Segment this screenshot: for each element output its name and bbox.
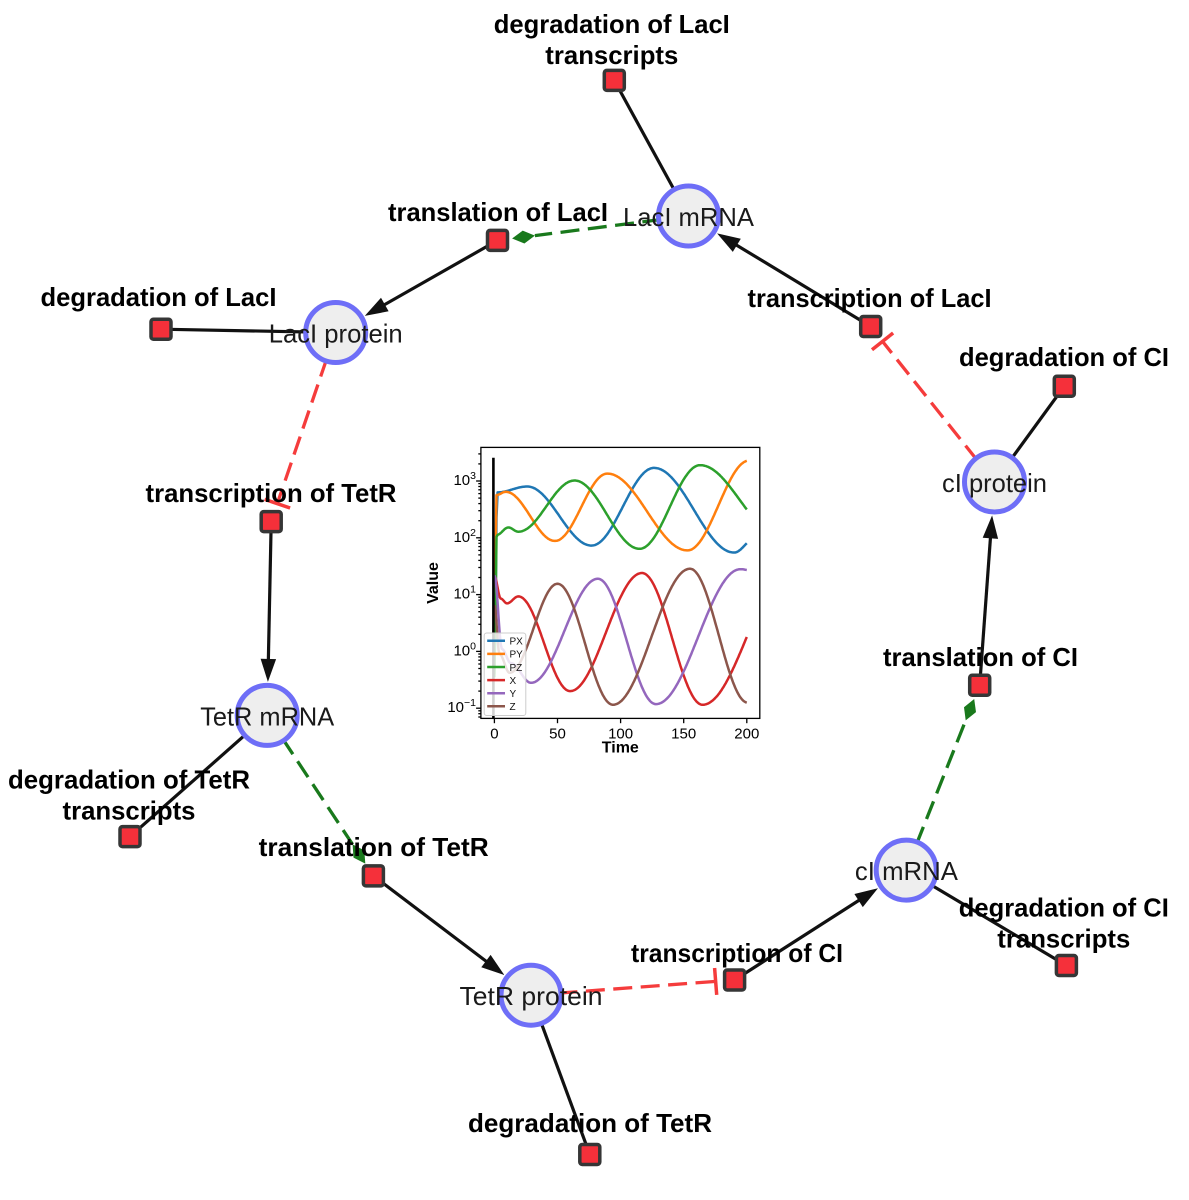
- svg-text:PZ: PZ: [510, 663, 523, 674]
- svg-text:PX: PX: [510, 637, 524, 648]
- svg-text:translation of LacI: translation of LacI: [388, 197, 608, 227]
- svg-text:transcription of LacI: transcription of LacI: [748, 283, 992, 313]
- svg-text:degradation of CI: degradation of CI: [959, 893, 1169, 923]
- svg-text:degradation of CI: degradation of CI: [959, 342, 1169, 372]
- svg-text:degradation of TetR: degradation of TetR: [8, 765, 250, 795]
- svg-text:Value: Value: [425, 562, 442, 604]
- svg-text:50: 50: [549, 726, 566, 743]
- svg-text:cI mRNA: cI mRNA: [855, 856, 959, 886]
- svg-text:transcripts: transcripts: [997, 924, 1130, 954]
- svg-text:0: 0: [490, 726, 498, 743]
- svg-text:PY: PY: [510, 650, 524, 661]
- svg-text:TetR mRNA: TetR mRNA: [200, 701, 335, 731]
- svg-text:LacI mRNA: LacI mRNA: [623, 202, 755, 232]
- svg-text:transcripts: transcripts: [63, 796, 196, 826]
- svg-text:translation of CI: translation of CI: [883, 642, 1078, 672]
- svg-text:transcription of TetR: transcription of TetR: [146, 478, 397, 508]
- svg-text:transcripts: transcripts: [545, 40, 678, 70]
- svg-text:translation of TetR: translation of TetR: [259, 832, 489, 862]
- svg-text:TetR protein: TetR protein: [460, 981, 603, 1011]
- svg-text:150: 150: [671, 726, 696, 743]
- svg-text:100: 100: [608, 726, 633, 743]
- svg-text:Y: Y: [510, 689, 517, 700]
- svg-text:degradation of TetR: degradation of TetR: [468, 1108, 712, 1138]
- svg-text:degradation of LacI: degradation of LacI: [494, 9, 730, 39]
- svg-text:200: 200: [734, 726, 759, 743]
- svg-text:LacI protein: LacI protein: [269, 319, 403, 349]
- svg-text:Time: Time: [602, 740, 639, 757]
- svg-text:Z: Z: [510, 702, 516, 713]
- svg-text:X: X: [510, 676, 517, 687]
- svg-text:degradation of LacI: degradation of LacI: [41, 282, 277, 312]
- svg-text:transcription of CI: transcription of CI: [631, 938, 843, 968]
- svg-text:cI protein: cI protein: [942, 468, 1047, 498]
